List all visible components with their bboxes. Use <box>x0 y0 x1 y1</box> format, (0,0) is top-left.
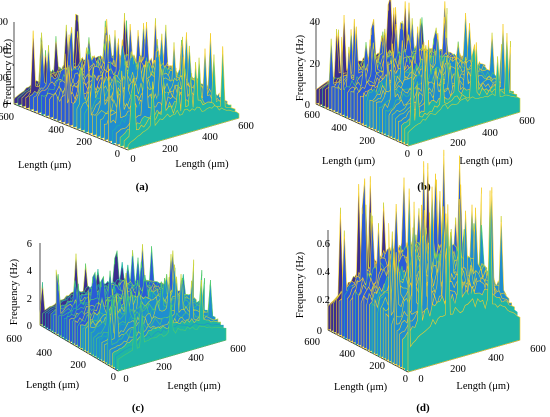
y-tick: 600 <box>0 112 14 123</box>
y-tick: 600 <box>6 334 22 345</box>
z-axis-label: Frequency (Hz) <box>295 34 306 101</box>
y-tick: 400 <box>339 349 355 360</box>
z-tick: 6 <box>27 239 32 250</box>
y-tick: 0 <box>111 372 116 383</box>
surface-c <box>39 244 227 372</box>
y-tick: 0 <box>403 374 408 385</box>
x-tick: 200 <box>450 138 466 149</box>
panel-d: 0 0.2 0.4 0.6 Frequency (Hz) 600 400 200… <box>295 149 546 414</box>
y-tick: 200 <box>76 137 92 148</box>
x-axis-label: Length (μm) <box>175 159 229 170</box>
x-tick: 600 <box>519 116 535 127</box>
y-axis-label: Length (μm) <box>26 380 80 391</box>
surface-row <box>407 190 521 373</box>
z-tick: 0 <box>27 321 32 332</box>
y-tick: 0 <box>115 149 120 160</box>
y-tick: 600 <box>304 337 320 348</box>
y-tick: 400 <box>36 348 52 359</box>
x-tick: 400 <box>202 132 218 143</box>
caption-a: (a) <box>136 181 149 193</box>
x-tick: 200 <box>450 364 466 375</box>
x-tick: 400 <box>188 353 204 364</box>
y-tick: 400 <box>331 123 347 134</box>
y-tick: 200 <box>369 361 385 372</box>
y-axis-label: Length (μm) <box>322 156 376 167</box>
z-tick: 1000 <box>0 45 8 56</box>
x-tick: 200 <box>156 362 172 373</box>
surface-a <box>13 13 240 151</box>
surface-d <box>327 149 521 373</box>
panel-c: 0 2 4 6 Frequency (Hz) 600 400 200 0 Len… <box>6 239 246 414</box>
y-tick: 200 <box>359 136 375 147</box>
panel-b: 0 20 40 Frequency (Hz) 600 400 200 0 Len… <box>295 0 535 193</box>
panel-a: 0 500 1000 1500 Frequency (Hz) 600 400 2… <box>0 13 254 193</box>
x-tick: 400 <box>488 353 504 364</box>
z-tick: 500 <box>0 73 8 84</box>
z-axis-label: Frequency (Hz) <box>9 258 20 325</box>
y-tick: 400 <box>48 125 64 136</box>
y-tick: 600 <box>304 110 320 121</box>
x-tick: 0 <box>123 374 128 385</box>
surface-row <box>127 81 240 151</box>
surface-b <box>315 0 521 147</box>
z-tick: 20 <box>310 59 321 70</box>
x-tick: 400 <box>482 128 498 139</box>
z-tick: 0 <box>305 100 310 111</box>
z-tick: 2 <box>27 294 32 305</box>
z-tick: 0.6 <box>317 239 330 250</box>
z-axis-label: Frequency (Hz) <box>295 251 306 318</box>
z-tick: 4 <box>27 266 33 277</box>
y-axis-label: Length (μm) <box>334 382 388 393</box>
x-tick: 600 <box>530 344 546 355</box>
x-tick: 0 <box>417 148 422 159</box>
z-tick: 0 <box>3 100 8 111</box>
z-tick: 1500 <box>0 17 8 28</box>
y-axis-label: Length (μm) <box>18 160 72 171</box>
x-axis-label: Length (μm) <box>459 156 513 167</box>
z-tick: 40 <box>310 17 321 28</box>
x-tick: 0 <box>130 154 135 165</box>
x-tick: 200 <box>162 144 178 155</box>
z-tick: 0.2 <box>317 295 330 306</box>
surface-row <box>407 56 521 147</box>
x-axis-label: Length (μm) <box>456 381 510 392</box>
x-axis-label: Length (μm) <box>167 381 221 392</box>
caption-d: (d) <box>416 402 430 414</box>
z-tick: 0.4 <box>317 267 331 278</box>
caption-c: (c) <box>132 402 145 414</box>
y-tick: 200 <box>70 360 86 371</box>
x-tick: 600 <box>238 121 254 132</box>
z-tick: 0 <box>317 326 322 337</box>
x-tick: 0 <box>418 374 423 385</box>
x-tick: 600 <box>230 344 246 355</box>
z-axis-label: Frequency (Hz) <box>3 38 14 105</box>
y-tick: 0 <box>405 149 410 160</box>
